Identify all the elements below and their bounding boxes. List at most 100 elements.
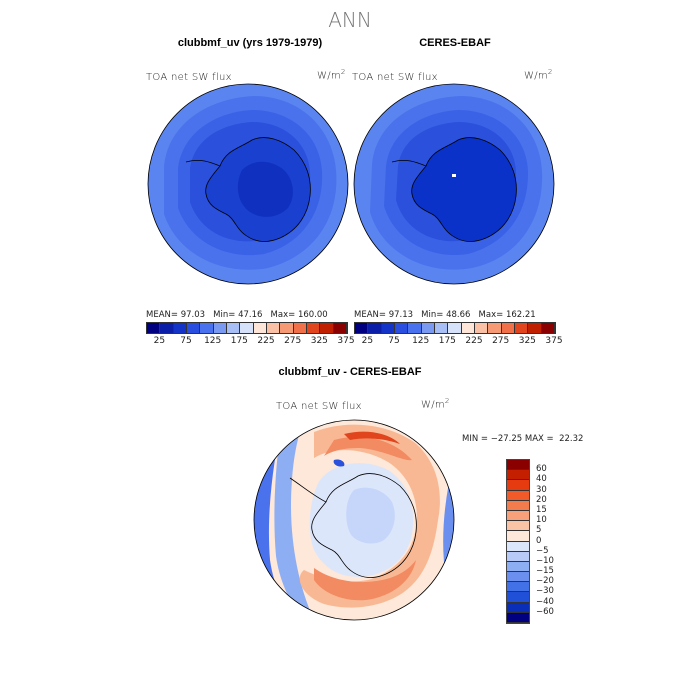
colorbar-tick-label: 275	[284, 336, 302, 346]
diff-colorbar-tick-label: 10	[536, 515, 547, 526]
diff-colorbar-tick-label: −15	[536, 566, 554, 577]
colorbar-tick-label: 125	[204, 336, 222, 346]
diff-units-label: W/m2	[421, 397, 450, 411]
colorbar-tick-label: 25	[153, 336, 166, 346]
model-units-label: W/m2	[317, 68, 346, 82]
obs-units-label: W/m2	[524, 68, 553, 82]
diff-colorbar-swatch	[507, 612, 529, 623]
diff-colorbar-swatch	[507, 521, 529, 532]
colorbar-tick-label: 125	[412, 336, 430, 346]
colorbar-swatch	[280, 323, 294, 333]
obs-peninsula	[391, 159, 427, 167]
colorbar-swatch	[320, 323, 334, 333]
colorbar-tick-label: 375	[337, 336, 355, 346]
colorbar-swatch	[173, 323, 187, 333]
colorbar-tick-label: 225	[465, 336, 483, 346]
model-map	[147, 83, 349, 285]
diff-colorbar-tick-label: −40	[536, 596, 554, 607]
obs-map	[353, 83, 555, 285]
diff-colorbar-tick-label: −10	[536, 555, 554, 566]
diff-colorbar-swatch	[507, 531, 529, 542]
diff-colorbar-swatch	[507, 551, 529, 562]
colorbar-swatch	[213, 323, 227, 333]
colorbar-swatch	[501, 323, 515, 333]
obs-stats: MEAN= 97.13 Min= 48.66 Max= 162.21	[354, 310, 536, 320]
diff-minmax: MIN = −27.25 MAX = 22.32	[462, 434, 584, 444]
diff-colorbar-swatch	[507, 460, 529, 471]
colorbar-swatch	[253, 323, 267, 333]
colorbar-swatch	[240, 323, 254, 333]
obs-colorbar-labels: 25 75 125 175 225 275 325 375	[354, 336, 563, 348]
model-panel-title: clubbmf_uv (yrs 1979-1979)	[177, 37, 323, 49]
colorbar-swatch	[475, 323, 489, 333]
model-colorbar-labels: 25 75 125 175 225 275 325 375	[146, 336, 355, 348]
colorbar-swatch	[147, 323, 161, 333]
diff-panel-title: clubbmf_uv - CERES-EBAF	[278, 366, 422, 378]
diff-map	[253, 419, 455, 621]
colorbar-swatch	[160, 323, 174, 333]
colorbar-tick-label: 75	[180, 336, 192, 346]
diff-colorbar-swatch	[507, 582, 529, 593]
colorbar-tick-label: 25	[361, 336, 374, 346]
colorbar-swatch	[227, 323, 241, 333]
diff-colorbar-swatch	[507, 572, 529, 583]
colorbar-swatch	[448, 323, 462, 333]
colorbar-swatch	[293, 323, 307, 333]
diff-colorbar-tick-label: 5	[536, 525, 542, 536]
colorbar-swatch	[541, 323, 555, 333]
diff-colorbar-tick-label: −60	[536, 606, 554, 617]
obs-antarctica	[411, 137, 517, 242]
diff-colorbar-tick-label: 20	[536, 494, 547, 505]
diff-colorbar-tick-label: −30	[536, 586, 554, 597]
colorbar-tick-label: 225	[257, 336, 275, 346]
diff-colorbar-tick-label: 40	[536, 474, 547, 485]
diff-antarctica	[311, 473, 417, 578]
colorbar-tick-label: 175	[230, 336, 248, 346]
season-title: ANN	[328, 8, 372, 32]
colorbar-swatch	[528, 323, 542, 333]
model-peninsula	[185, 159, 221, 167]
diff-colorbar-tick-label: 0	[536, 535, 542, 546]
diff-colorbar-tick-label: −20	[536, 576, 554, 587]
colorbar-swatch	[395, 323, 409, 333]
diff-colorbar-swatch	[507, 561, 529, 573]
colorbar-swatch	[200, 323, 214, 333]
obs-colorbar	[354, 322, 556, 334]
colorbar-swatch	[515, 323, 529, 333]
obs-panel-title: CERES-EBAF	[419, 37, 491, 49]
colorbar-swatch	[435, 323, 449, 333]
model-colorbar	[146, 322, 348, 334]
diff-colorbar-labels: 60 40 30 20 15 10 5 0 −5 −10 −15 −20 −30 −40 −60	[536, 459, 576, 622]
colorbar-tick-label: 275	[492, 336, 510, 346]
colorbar-swatch	[187, 323, 201, 333]
diff-colorbar-tick-label: 60	[536, 464, 547, 475]
colorbar-tick-label: 325	[310, 336, 328, 346]
colorbar-swatch	[461, 323, 475, 333]
colorbar-swatch	[267, 323, 281, 333]
diff-colorbar-swatch	[507, 602, 529, 613]
diff-colorbar-tick-label: −5	[536, 545, 549, 556]
diff-colorbar-swatch	[507, 510, 529, 522]
colorbar-swatch	[488, 323, 502, 333]
colorbar-swatch	[368, 323, 382, 333]
colorbar-swatch	[333, 323, 347, 333]
diff-colorbar-swatch	[507, 480, 529, 491]
diff-colorbar-swatch	[507, 541, 529, 552]
diff-colorbar-swatch	[507, 500, 529, 511]
diff-colorbar-swatch	[507, 490, 529, 501]
colorbar-swatch	[421, 323, 435, 333]
diff-field-label: TOA net SW flux	[276, 401, 362, 412]
obs-field-label: TOA net SW flux	[352, 72, 438, 83]
colorbar-tick-label: 375	[545, 336, 563, 346]
model-stats: MEAN= 97.03 Min= 47.16 Max= 160.00	[146, 310, 328, 320]
colorbar-swatch	[307, 323, 321, 333]
obs-missing-data	[452, 174, 456, 177]
colorbar-tick-label: 175	[438, 336, 456, 346]
diff-colorbar-swatch	[507, 470, 529, 481]
colorbar-tick-label: 75	[388, 336, 400, 346]
colorbar-swatch	[408, 323, 422, 333]
model-field-label: TOA net SW flux	[146, 72, 232, 83]
diff-colorbar-tick-label: 30	[536, 484, 547, 495]
model-antarctica-core	[237, 161, 293, 217]
diff-peninsula	[289, 477, 327, 503]
